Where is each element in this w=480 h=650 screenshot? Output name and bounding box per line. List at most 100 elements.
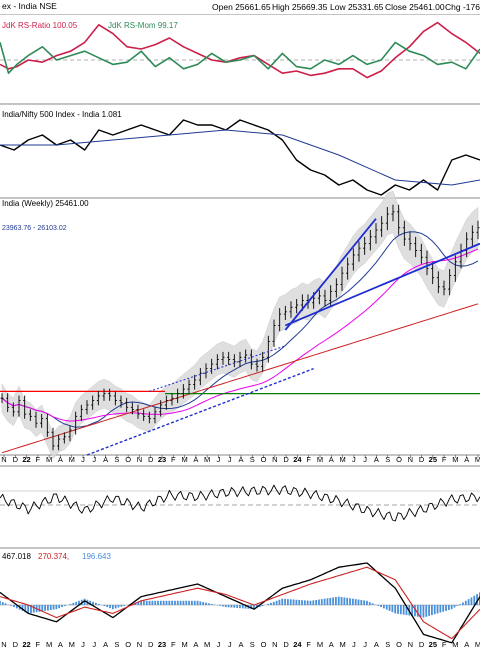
bottom-x-tick-label: 22: [22, 640, 30, 649]
macd-histogram-bar: [346, 597, 349, 605]
x-tick-label: M: [317, 455, 323, 464]
price-ma-red-line: [1, 303, 479, 454]
macd-histogram-bar: [289, 599, 292, 605]
macd-histogram-bar: [157, 600, 159, 605]
x-tick-label: A: [329, 455, 334, 464]
x-tick-label: N: [137, 455, 142, 464]
macd-histogram-bar: [38, 605, 41, 612]
macd-histogram-bar: [399, 605, 402, 615]
macd-histogram-bar: [357, 599, 360, 605]
bottom-x-tick-label: A: [238, 640, 243, 649]
macd-histogram-bar: [298, 599, 301, 605]
macd-histogram-bar: [0, 600, 1, 605]
bottom-x-tick-label: A: [103, 640, 108, 649]
bottom-x-tick-label: F: [36, 640, 41, 649]
bottom-x-tick-label: J: [81, 640, 85, 649]
macd-histogram-bar: [154, 600, 157, 605]
macd-histogram-bar: [207, 603, 210, 605]
macd-histogram-bar: [111, 605, 114, 610]
bottom-x-tick-label: F: [442, 640, 447, 649]
macd-histogram-bar: [295, 599, 298, 605]
x-tick-label: N: [272, 455, 277, 464]
macd-histogram-bar: [219, 605, 222, 606]
macd-histogram-bar: [10, 605, 13, 606]
bottom-x-tick-label: A: [329, 640, 334, 649]
macd-histogram-bar: [270, 602, 272, 605]
macd-histogram-bar: [137, 601, 140, 605]
macd-histogram-bar: [462, 602, 464, 605]
x-tick-label: J: [92, 455, 96, 464]
x-tick-label: F: [36, 455, 41, 464]
macd-legend-value: 467.018: [2, 552, 31, 561]
x-tick-label: O: [396, 455, 402, 464]
bottom-x-tick-label: S: [385, 640, 390, 649]
x-tick-label: 25: [429, 455, 437, 464]
macd-histogram-bar: [315, 599, 318, 605]
macd-histogram-bar: [179, 600, 182, 605]
macd-histogram-bar: [383, 605, 385, 609]
bottom-x-tick-label: S: [114, 640, 119, 649]
macd-histogram-bar: [182, 600, 185, 605]
ohlc-header: ex - India NSE Open 25661.65 High 25669.…: [0, 0, 480, 14]
macd-histogram-bar: [239, 605, 241, 609]
price-legend: India (Weekly) 25461.00: [2, 199, 89, 208]
x-tick-label: O: [261, 455, 267, 464]
macd-histogram-bar: [309, 600, 312, 605]
bottom-x-tick-label: O: [125, 640, 131, 649]
x-tick-label: M: [46, 455, 52, 464]
x-tick-label: J: [217, 455, 221, 464]
macd-histogram-bar: [196, 600, 199, 605]
bottom-x-tick-label: J: [92, 640, 96, 649]
macd-histogram-bar: [360, 599, 363, 605]
macd-histogram-bar: [97, 603, 100, 605]
macd-signal-line: [0, 566, 480, 640]
x-tick-label: O: [125, 455, 131, 464]
bottom-x-tick-label: M: [339, 640, 345, 649]
macd-histogram-bar: [15, 605, 18, 609]
macd-histogram-bar: [176, 600, 179, 605]
macd-histogram-bar: [145, 600, 148, 605]
macd-histogram-bar: [303, 600, 306, 605]
bottom-x-tick-label: O: [396, 640, 402, 649]
x-tick-label: F: [306, 455, 311, 464]
macd-histogram-bar: [267, 603, 270, 605]
macd-histogram-bar: [210, 603, 213, 605]
macd-histogram-bar: [69, 603, 72, 605]
x-tick-label: J: [363, 455, 367, 464]
macd-histogram-bar: [414, 605, 416, 617]
bottom-x-tick-label: M: [452, 640, 458, 649]
macd-histogram-bar: [224, 605, 227, 608]
macd-histogram-bar: [205, 602, 207, 605]
macd-histogram-bar: [78, 600, 80, 605]
macd-histogram-bar: [439, 605, 442, 613]
bottom-x-tick-label: N: [137, 640, 142, 649]
macd-histogram-bar: [230, 605, 233, 608]
macd-histogram-bar: [402, 605, 405, 615]
macd-histogram-bar: [340, 597, 343, 605]
macd-histogram-bar: [103, 605, 106, 607]
macd-histogram-bar: [411, 605, 414, 616]
macd-histogram-bar: [467, 599, 470, 605]
macd-histogram-bar: [320, 599, 323, 605]
macd-histogram-bar: [312, 600, 315, 605]
x-tick-label: J: [81, 455, 85, 464]
bottom-x-tick-label: M: [181, 640, 187, 649]
rotation-series-1-line: [0, 21, 480, 79]
chart-labels: JdK RS-Ratio 100.05 JdK RS-Mom 99.17 India…: [1, 3, 480, 649]
oscillator-line: [0, 484, 480, 522]
x-tick-label: S: [250, 455, 255, 464]
macd-histogram-bar: [63, 605, 66, 607]
macd-histogram-bar: [222, 605, 224, 607]
bottom-x-tick-label: M: [46, 640, 52, 649]
macd-histogram-bar: [306, 600, 309, 605]
price-ma-blue-line: [1, 231, 479, 428]
macd-histogram-bar: [388, 605, 391, 611]
macd-histogram-bar: [72, 602, 75, 605]
macd-histogram-bar: [202, 602, 205, 605]
chart-marks: [0, 21, 480, 644]
macd-histogram-bar: [337, 596, 340, 605]
macd-histogram-bar: [227, 605, 230, 608]
macd-histogram-bar: [151, 600, 154, 605]
macd-histogram-bar: [428, 605, 430, 616]
